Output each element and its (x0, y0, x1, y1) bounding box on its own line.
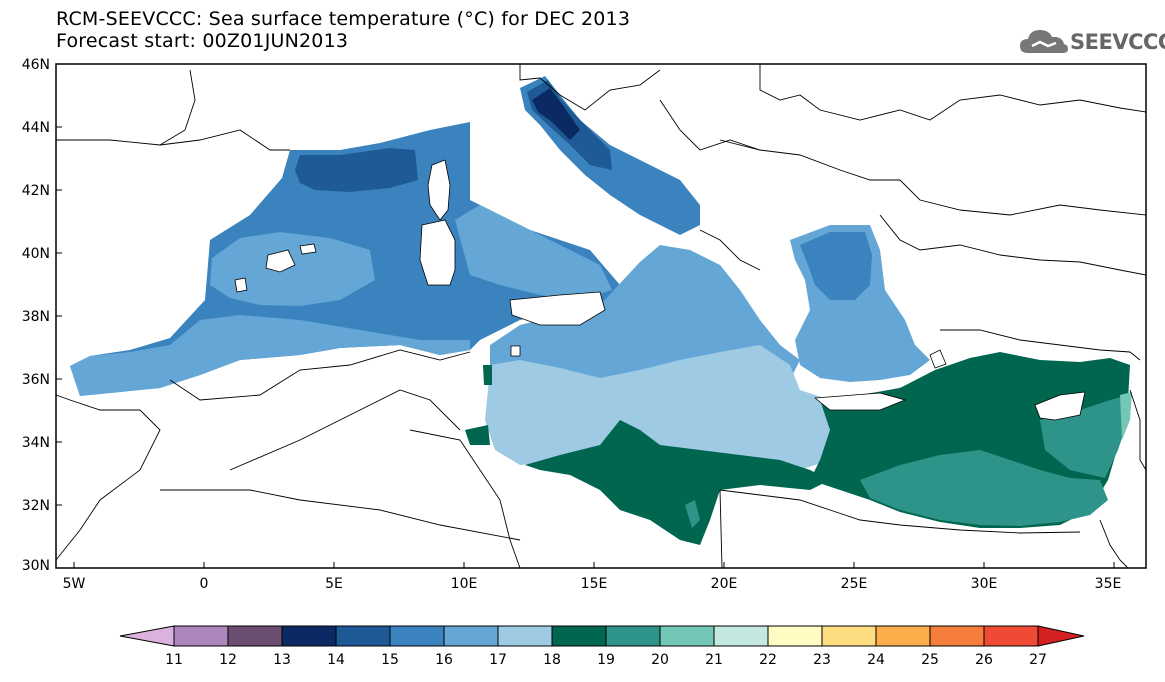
cb-label-20: 20 (651, 652, 669, 668)
crete (813, 392, 907, 411)
cb-label-11: 11 (165, 652, 183, 668)
logo-text: SEEVCCC (1070, 30, 1165, 54)
colorbar-arrow-high (1037, 625, 1085, 647)
sst-levantine-19 (860, 450, 1108, 526)
colorbar-bin (713, 625, 769, 647)
colorbar-bin (983, 625, 1039, 647)
colorbar-bin (605, 625, 661, 647)
x-label-0: 0 (200, 576, 209, 592)
x-label-5e: 5E (325, 576, 343, 592)
y-label-36n: 36N (22, 372, 50, 388)
sst-balearic (210, 232, 375, 306)
colorbar-bin (767, 625, 823, 647)
cb-label-23: 23 (813, 652, 831, 668)
sst-alboran (70, 315, 470, 396)
x-label-20e: 20E (711, 576, 738, 592)
y-label-44n: 44N (22, 120, 50, 136)
sst-tunisia-coast (483, 365, 492, 385)
sst-central-light (485, 345, 930, 472)
cb-label-22: 22 (759, 652, 777, 668)
corsica (427, 159, 451, 221)
y-axis (56, 63, 62, 569)
malta (510, 345, 521, 357)
sst-libyan-coast (525, 420, 830, 545)
islands (234, 159, 1086, 421)
colorbar-bin (281, 625, 337, 647)
colorbar-bin (335, 625, 391, 647)
x-axis-labels: 5W 0 5E 10E 15E 20E 25E 30E 35E (63, 576, 1122, 592)
cb-label-18: 18 (543, 652, 561, 668)
sst-gulf-gabes (465, 425, 490, 445)
seevccc-logo: SEEVCCC (1018, 25, 1165, 59)
colorbar-bin (497, 625, 553, 647)
sst-tyrrhenian-light (455, 205, 612, 300)
forecast-start-subtitle: Forecast start: 00Z01JUN2013 (56, 30, 349, 52)
x-label-10e: 10E (451, 576, 478, 592)
colorbar-bin (443, 625, 499, 647)
sardinia (419, 219, 456, 286)
coastlines-borders (55, 64, 1147, 569)
colorbar-bin (551, 625, 607, 647)
colorbar-bin (227, 625, 283, 647)
x-label-25e: 25E (841, 576, 868, 592)
y-label-46n: 46N (22, 57, 50, 73)
y-label-38n: 38N (22, 309, 50, 325)
cb-label-21: 21 (705, 652, 723, 668)
rhodes (929, 349, 947, 369)
cloud-icon (1020, 30, 1068, 53)
colorbar-arrow-low (119, 625, 175, 647)
y-label-30n: 30N (22, 558, 50, 574)
sst-near-egypt-20 (1120, 392, 1132, 440)
y-label-40n: 40N (22, 246, 50, 262)
colorbar-bin (929, 625, 985, 647)
sst-gulf-of-sidra (685, 500, 700, 528)
colorbar (119, 625, 1085, 647)
colorbar-bin (821, 625, 877, 647)
sst-gulf-of-lion (295, 148, 418, 192)
colorbar-bin (173, 625, 229, 647)
y-label-42n: 42N (22, 183, 50, 199)
map-title: RCM-SEEVCCC: Sea surface temperature (°C… (56, 8, 631, 30)
x-label-15e: 15E (581, 576, 608, 592)
sst-field (70, 76, 1132, 545)
cb-label-13: 13 (273, 652, 291, 668)
x-label-30e: 30E (971, 576, 998, 592)
menorca (299, 243, 317, 255)
cb-label-26: 26 (975, 652, 993, 668)
cb-label-14: 14 (327, 652, 345, 668)
cyprus (1034, 391, 1086, 421)
colorbar-bin (659, 625, 715, 647)
cb-label-19: 19 (597, 652, 615, 668)
cb-label-16: 16 (435, 652, 453, 668)
ibiza (234, 277, 248, 293)
x-label-35e: 35E (1095, 576, 1122, 592)
colorbar-bin (875, 625, 931, 647)
sst-trieste (532, 88, 580, 140)
y-label-32n: 32N (22, 498, 50, 514)
sicily (509, 291, 606, 326)
cb-label-17: 17 (489, 652, 507, 668)
colorbar-labels: 11 12 13 14 15 16 17 18 19 20 21 22 23 2… (165, 652, 1047, 668)
cb-label-25: 25 (921, 652, 939, 668)
cb-label-15: 15 (381, 652, 399, 668)
sst-north-aegean (800, 232, 872, 300)
x-label-5w: 5W (63, 576, 86, 592)
cb-label-27: 27 (1029, 652, 1047, 668)
cb-label-12: 12 (219, 652, 237, 668)
cb-label-24: 24 (867, 652, 885, 668)
y-axis-labels: 46N 44N 42N 40N 38N 36N 34N 32N 30N (22, 57, 50, 574)
colorbar-bin (389, 625, 445, 647)
x-axis (73, 562, 1115, 568)
y-label-34n: 34N (22, 435, 50, 451)
mallorca (265, 249, 296, 273)
